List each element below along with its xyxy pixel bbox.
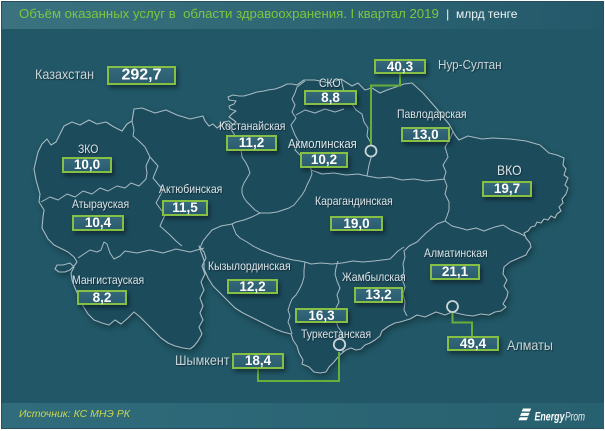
svg-text:Energy: Energy: [535, 410, 566, 424]
svg-text:Prom: Prom: [565, 410, 585, 424]
